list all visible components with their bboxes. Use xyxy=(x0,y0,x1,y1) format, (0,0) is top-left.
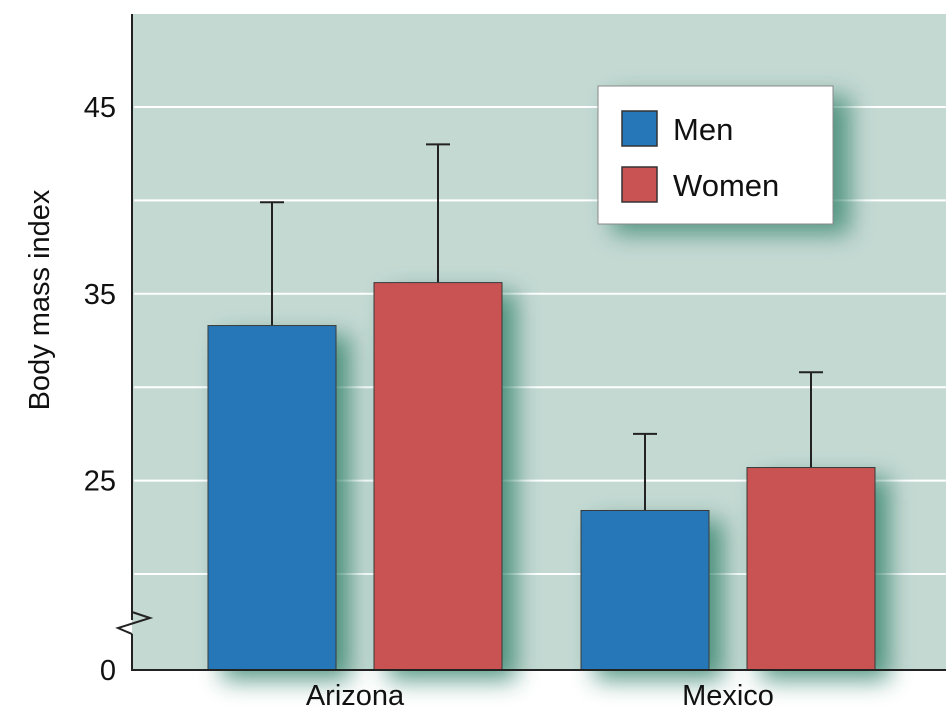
y-tick-labels: 0 25 35 45 xyxy=(84,92,116,687)
bar-women-mexico xyxy=(746,467,876,671)
x-tick-label: Mexico xyxy=(682,680,774,712)
bar-men-arizona xyxy=(207,325,337,671)
error-bars xyxy=(260,143,823,511)
axis-break-icon xyxy=(115,611,154,635)
legend-swatch-women xyxy=(621,166,658,203)
axes xyxy=(115,14,946,671)
x-tick-labels: Arizona Mexico xyxy=(306,680,774,712)
y-tick-label: 45 xyxy=(84,92,116,124)
legend: Men Women xyxy=(597,85,850,234)
bar-men-mexico xyxy=(580,509,710,671)
y-tick-label: 0 xyxy=(100,655,116,687)
bars xyxy=(207,282,876,671)
y-axis-title: Body mass index xyxy=(24,189,56,410)
bar-women-arizona xyxy=(373,282,503,671)
legend-box xyxy=(597,85,834,225)
legend-label-men: Men xyxy=(673,112,733,147)
x-tick-label: Arizona xyxy=(306,680,405,712)
y-tick-label: 25 xyxy=(84,466,116,498)
legend-swatch-men xyxy=(621,110,658,147)
legend-label-women: Women xyxy=(673,168,779,203)
y-tick-label: 35 xyxy=(84,279,116,311)
